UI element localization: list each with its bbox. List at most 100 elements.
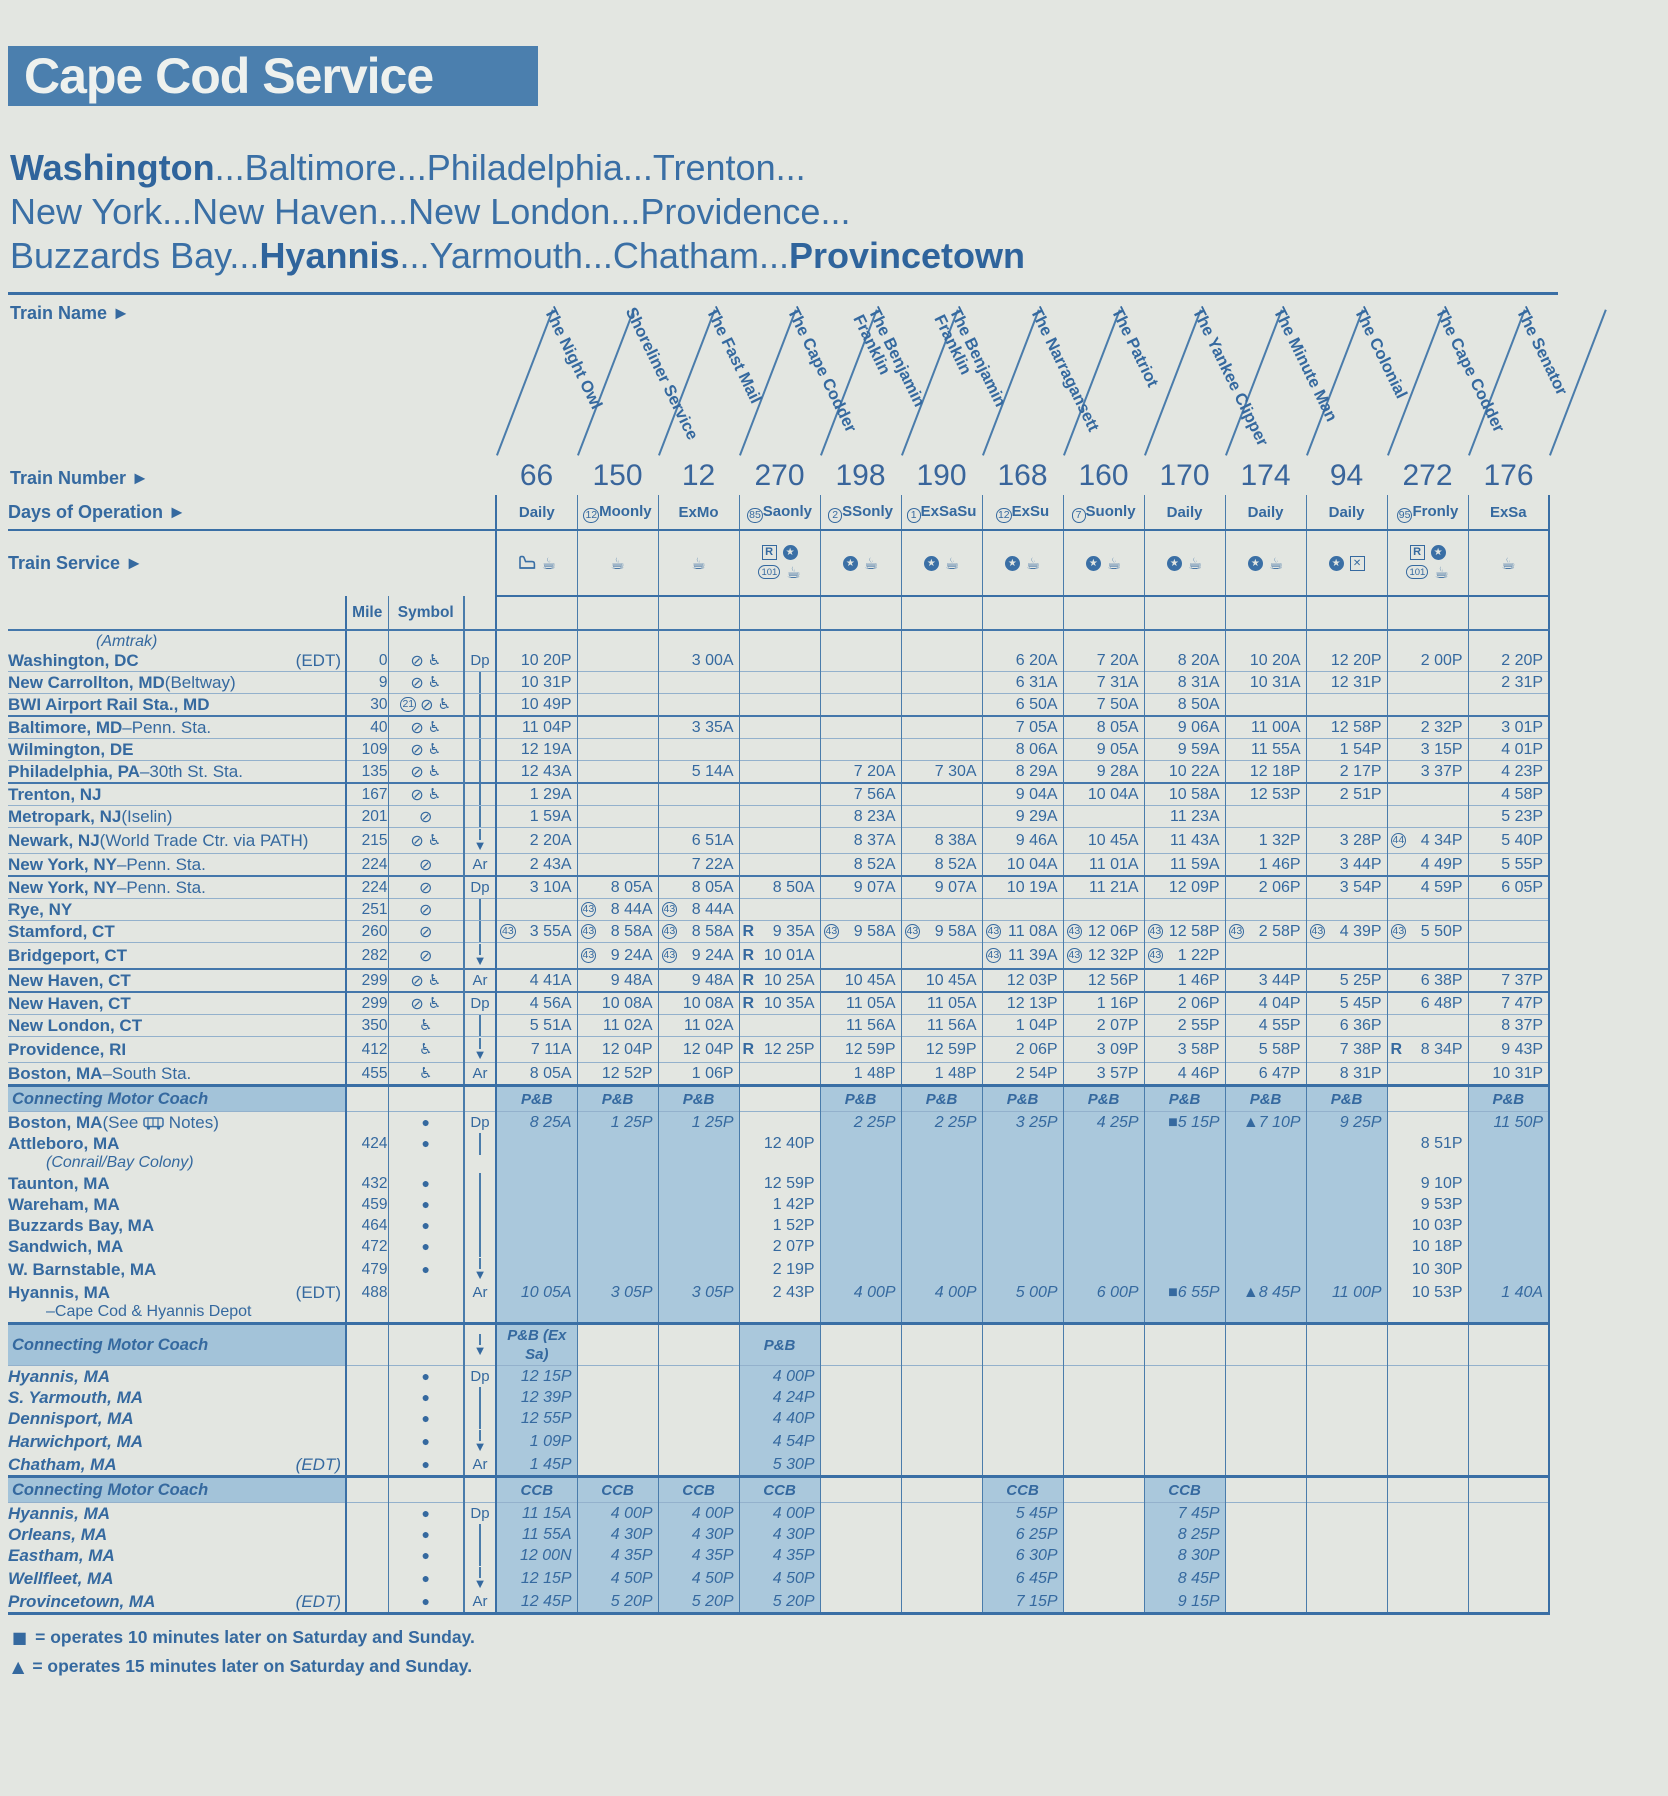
time-cell xyxy=(900,1566,983,1591)
time-cell xyxy=(819,671,902,694)
time-cell xyxy=(900,629,983,672)
depart-arrive-cell xyxy=(462,760,497,783)
station-cell: W. Barnstable, MA xyxy=(8,1257,346,1282)
symbol-icons: ● xyxy=(389,1367,463,1386)
station-detail: (World Trade Ctr. via PATH) xyxy=(99,831,309,850)
motor-coach-stop-icon: ● xyxy=(421,1593,430,1609)
time-cell: 9 25P xyxy=(1305,1111,1388,1133)
time-cell-content: 4 41A xyxy=(498,971,577,990)
band-carrier-cell: CCB xyxy=(738,1475,821,1503)
time-cell: 2 51P xyxy=(1305,782,1388,806)
time-cell xyxy=(576,629,659,672)
time-cell: 12 58P xyxy=(1305,715,1388,739)
station-subnote: (Conrail/Bay Colony) xyxy=(46,1154,194,1171)
days-text: Saonly xyxy=(762,502,812,520)
table-row: Trenton, NJ 167 ⊘ ♿ 1 29A 7 56A 9 04A 10 04A 10 … xyxy=(8,782,1551,806)
time-value: 12 53P xyxy=(1249,786,1301,803)
station-detail: (See Notes) xyxy=(102,1113,219,1132)
station-name: Provincetown, MA xyxy=(8,1592,156,1611)
time-cell xyxy=(1467,1215,1551,1236)
time-cell: 6 31A xyxy=(981,671,1064,694)
station-name: Taunton, MA xyxy=(8,1174,110,1193)
table-row: Taunton, MA 432 ● 12 59P 9 10P xyxy=(8,1173,1551,1194)
time-value: 2 07P xyxy=(772,1238,815,1255)
mile-cell: 299 xyxy=(345,991,388,1015)
time-value: 3 00A xyxy=(691,652,734,669)
time-cell xyxy=(1062,1545,1145,1566)
time-cell-content: 9 25P xyxy=(1307,1113,1387,1132)
no-smoking-icon: ⊘ xyxy=(410,971,424,990)
symbol-icons: ⊘ ♿ xyxy=(389,785,463,804)
mile-cell: 464 xyxy=(345,1215,388,1236)
time-cell xyxy=(1062,805,1145,828)
all-reserved-star-icon: ★ xyxy=(1085,555,1101,571)
time-cell xyxy=(900,1215,983,1236)
time-value: 12 15P xyxy=(520,1368,572,1385)
time-cell: 3 10A xyxy=(495,875,578,899)
mile-cell: 472 xyxy=(345,1236,388,1257)
time-value: 6 50A xyxy=(1015,696,1058,713)
time-cell xyxy=(1305,693,1388,716)
station-name: Metropark, NJ xyxy=(8,807,122,826)
time-cell xyxy=(1062,1524,1145,1545)
time-cell-content: 6 05P xyxy=(1469,878,1547,897)
station-name: Wareham, MA xyxy=(8,1195,120,1214)
time-value: 10 01A xyxy=(763,947,815,964)
time-value: 2 25P xyxy=(934,1114,977,1131)
depart-arrive-cell xyxy=(462,1545,497,1566)
time-cell: 12 19A xyxy=(495,738,578,761)
time-cell-content: 1 45P xyxy=(498,1455,577,1474)
dp-ar-label: Ar xyxy=(462,853,497,876)
time-cell: 9 53P xyxy=(1386,1194,1469,1215)
time-value: 5 45P xyxy=(1015,1505,1058,1522)
time-cell xyxy=(900,1591,983,1614)
station-name: W. Barnstable, MA xyxy=(8,1260,157,1279)
station-line: Newark, NJ (World Trade Ctr. via PATH) xyxy=(8,831,345,850)
time-cell: 5 30P xyxy=(738,1454,821,1477)
time-cell-content: 10 19A xyxy=(983,878,1063,897)
depart-arrive-cell xyxy=(462,1408,497,1429)
station-name: Trenton, NJ xyxy=(8,785,102,804)
time-cell-content: 11 02A xyxy=(578,1016,658,1035)
note-43-icon: 43 xyxy=(580,948,597,963)
mile-cell: 224 xyxy=(345,853,388,876)
time-cell: 2 43P xyxy=(738,1282,821,1324)
reserved-r-prefix: R xyxy=(742,1041,755,1058)
header-time-cell xyxy=(1062,596,1145,631)
time-cell xyxy=(1143,1408,1226,1429)
note-43-icon: 43 xyxy=(661,948,678,963)
time-cell: 10 20P xyxy=(495,629,578,672)
time-cell: 10 19A xyxy=(981,875,1064,899)
time-cell: 4 30P xyxy=(576,1524,659,1545)
time-cell xyxy=(738,853,821,876)
reserved-r-prefix: R xyxy=(742,972,755,989)
coffee-cup-icon: ☕ xyxy=(691,553,706,573)
time-cell-content: 9 46A xyxy=(983,831,1063,850)
time-cell-content: 4 30P xyxy=(740,1525,820,1544)
time-cell-content: ▲8 45P xyxy=(1226,1283,1306,1302)
time-value: 10 08A xyxy=(601,995,653,1012)
time-value: 8 05A xyxy=(529,1065,572,1082)
time-value: 8 52A xyxy=(853,856,896,873)
station-name: Boston, MA xyxy=(8,1113,103,1132)
dp-ar-label: Ar xyxy=(462,1591,497,1614)
time-value: 7 37P xyxy=(1501,972,1544,989)
time-cell-content: 8 51P xyxy=(1388,1134,1468,1153)
time-cell xyxy=(1062,1236,1145,1257)
time-cell: 11 59A xyxy=(1143,853,1226,876)
time-cell xyxy=(1062,1591,1145,1614)
time-cell xyxy=(900,1429,983,1454)
time-value: 3 05P xyxy=(610,1284,653,1301)
header-time-cell xyxy=(1467,596,1551,631)
time-cell-content: 43 4 39P xyxy=(1307,922,1387,941)
time-value: 4 50P xyxy=(772,1570,815,1587)
time-cell xyxy=(1143,1236,1226,1257)
mile-cell: 299 xyxy=(345,968,388,992)
station-name: New York, NY xyxy=(8,855,117,874)
days-cell: 2 SSonly xyxy=(819,495,902,531)
table-row: Wellfleet, MA ● ▼ 12 15P 4 50P 4 50P 4 50P 6 45… xyxy=(8,1566,1551,1591)
time-value: 8 05A xyxy=(610,879,653,896)
time-value: 12 58P xyxy=(1168,923,1220,940)
page-title: Cape Cod Service xyxy=(24,48,434,104)
time-cell: 4 50P xyxy=(576,1566,659,1591)
